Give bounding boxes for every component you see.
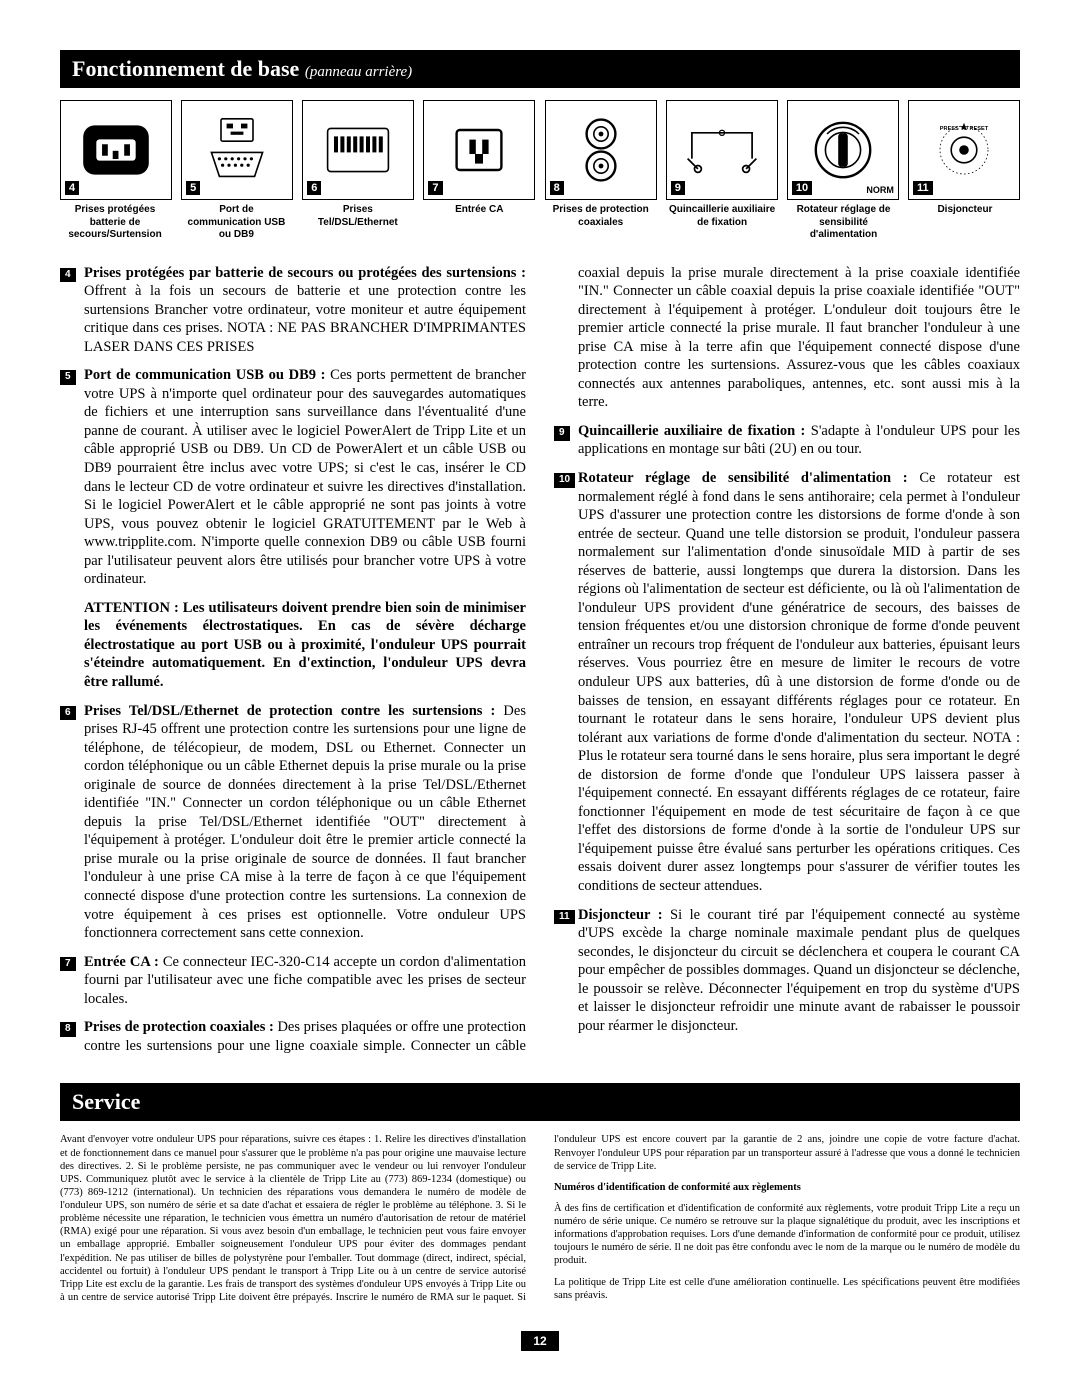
numbered-item: 5Port de communication USB ou DB9 : Ces … (60, 366, 526, 589)
icon-caption: Disjoncteur (910, 204, 1020, 242)
icon-caption: Port de communication USB ou DB9 (181, 204, 291, 242)
svg-text:PRESS TO RESET: PRESS TO RESET (940, 126, 989, 132)
attention-text: ATTENTION : Les utilisateurs doivent pre… (84, 599, 526, 692)
icon-caption: Prises de protection coaxiales (546, 204, 656, 242)
icon-caption: Prises Tel/DSL/Ethernet (303, 204, 413, 242)
numbered-item: 10Rotateur réglage de sensibilité d'alim… (554, 469, 1020, 896)
diagram-icon: 6 (302, 100, 414, 200)
service-text: Avant d'envoyer votre onduleur UPS pour … (60, 1133, 1020, 1307)
icon-caption: Quincaillerie auxiliaire de fixation (667, 204, 777, 242)
diagram-icon: PRESS TO RESET11 (908, 100, 1020, 200)
diagram-icon: 7 (423, 100, 535, 200)
numbered-item: 11Disjoncteur : Si le courant tiré par l… (554, 906, 1020, 1036)
caption-row: Prises protégées batterie de secours/Sur… (60, 204, 1020, 242)
icon-caption: Entrée CA (424, 204, 534, 242)
service-paragraph: Numéros d'identification de conformité a… (554, 1181, 1020, 1194)
numbered-item: 6Prises Tel/DSL/Ethernet de protection c… (60, 702, 526, 943)
numbered-item: 4Prises protégées par batterie de secour… (60, 264, 526, 357)
section-header: Fonctionnement de base (panneau arrière) (60, 50, 1020, 88)
icon-caption: Rotateur réglage de sensibilité d'alimen… (789, 204, 899, 242)
icon-caption: Prises protégées batterie de secours/Sur… (60, 204, 170, 242)
diagram-icon: 9 (666, 100, 778, 200)
body-columns: 4Prises protégées par batterie de secour… (60, 264, 1020, 1056)
diagram-icon: 5 (181, 100, 293, 200)
diagram-icon: 4 (60, 100, 172, 200)
page-number: 12 (60, 1331, 1020, 1351)
service-paragraph: À des fins de certification et d'identif… (554, 1202, 1020, 1268)
service-paragraph: La politique de Tripp Lite est celle d'u… (554, 1276, 1020, 1302)
service-header: Service (60, 1083, 1020, 1121)
numbered-item: 7Entrée CA : Ce connecteur IEC-320-C14 a… (60, 953, 526, 1009)
diagram-icon: 10NORM (787, 100, 899, 200)
diagram-icon: 8 (545, 100, 657, 200)
numbered-item: 9Quincaillerie auxiliaire de fixation : … (554, 422, 1020, 459)
icon-row: 45678910NORMPRESS TO RESET11 (60, 100, 1020, 200)
